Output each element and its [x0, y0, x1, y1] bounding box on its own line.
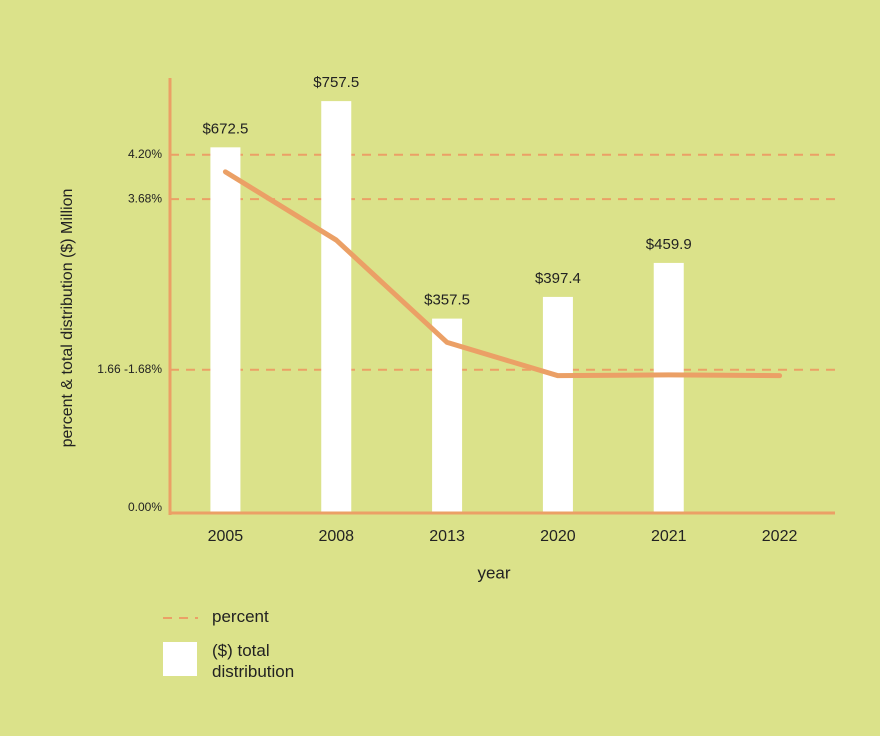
y-tick-label: 4.20%: [128, 147, 162, 161]
y-tick-label: 1.66 -1.68%: [97, 362, 162, 376]
x-tick-label: 2021: [651, 528, 687, 545]
y-tick-label: 3.68%: [128, 191, 162, 205]
y-tick-label: 0.00%: [128, 500, 162, 514]
bar: [653, 262, 684, 513]
x-tick-label: 2022: [762, 528, 798, 545]
data-label: $672.5: [202, 120, 248, 137]
y-axis-title: percent & total distribution ($) Million: [59, 189, 76, 448]
legend-label: percent: [212, 607, 269, 626]
data-label: $397.4: [535, 270, 581, 287]
data-label: $459.9: [646, 236, 692, 253]
x-tick-label: 2008: [318, 528, 354, 545]
bar: [210, 147, 241, 513]
bar: [542, 296, 573, 513]
bar: [321, 101, 352, 513]
x-tick-label: 2005: [208, 528, 244, 545]
legend-swatch: [163, 642, 197, 676]
data-label: $357.5: [424, 292, 470, 309]
line: [222, 169, 783, 379]
bar: [432, 318, 463, 513]
x-tick-label: 2020: [540, 528, 576, 545]
data-label: $757.5: [313, 74, 359, 91]
x-axis-title: year: [477, 563, 510, 582]
legend-label: ($) total distribution: [212, 641, 295, 681]
x-tick-label: 2013: [429, 528, 465, 545]
